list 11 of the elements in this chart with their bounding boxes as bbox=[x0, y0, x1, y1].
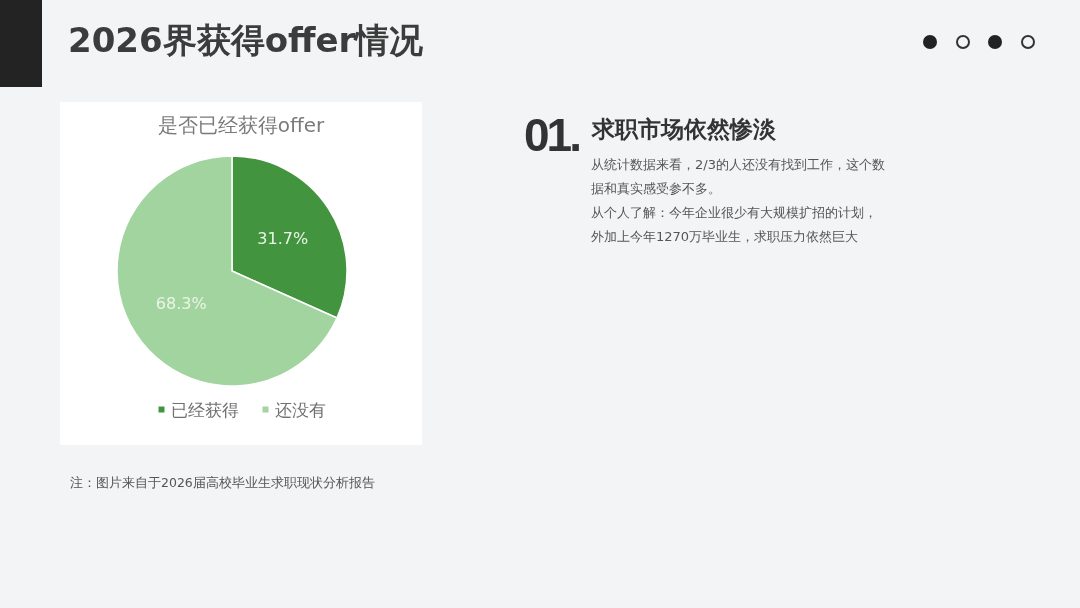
data-label: 31.7% bbox=[257, 228, 309, 248]
data-label: 68.3% bbox=[155, 294, 207, 314]
legend-label: 还没有 bbox=[274, 399, 326, 420]
text: 从个人了解：今年企业很少有大规模扩招的计划，外加上今年1270万毕业生，求职压力依然巨大 bbox=[591, 204, 878, 246]
chart-title: 是否已经获得offer bbox=[157, 113, 326, 137]
text: 注：图片来自于2026届高校毕业生求职现状分析报告 bbox=[70, 474, 375, 492]
text: 求职市场依然惨淡 bbox=[592, 115, 776, 144]
text: 从统计数据来看，2/3的人还没有找到工作，这个数据和真实感受参不多。 bbox=[591, 156, 886, 198]
text: 2026界获得offer情况 bbox=[68, 20, 424, 60]
legend-label: 已经获得 bbox=[170, 399, 239, 420]
text: 01. bbox=[524, 109, 579, 161]
